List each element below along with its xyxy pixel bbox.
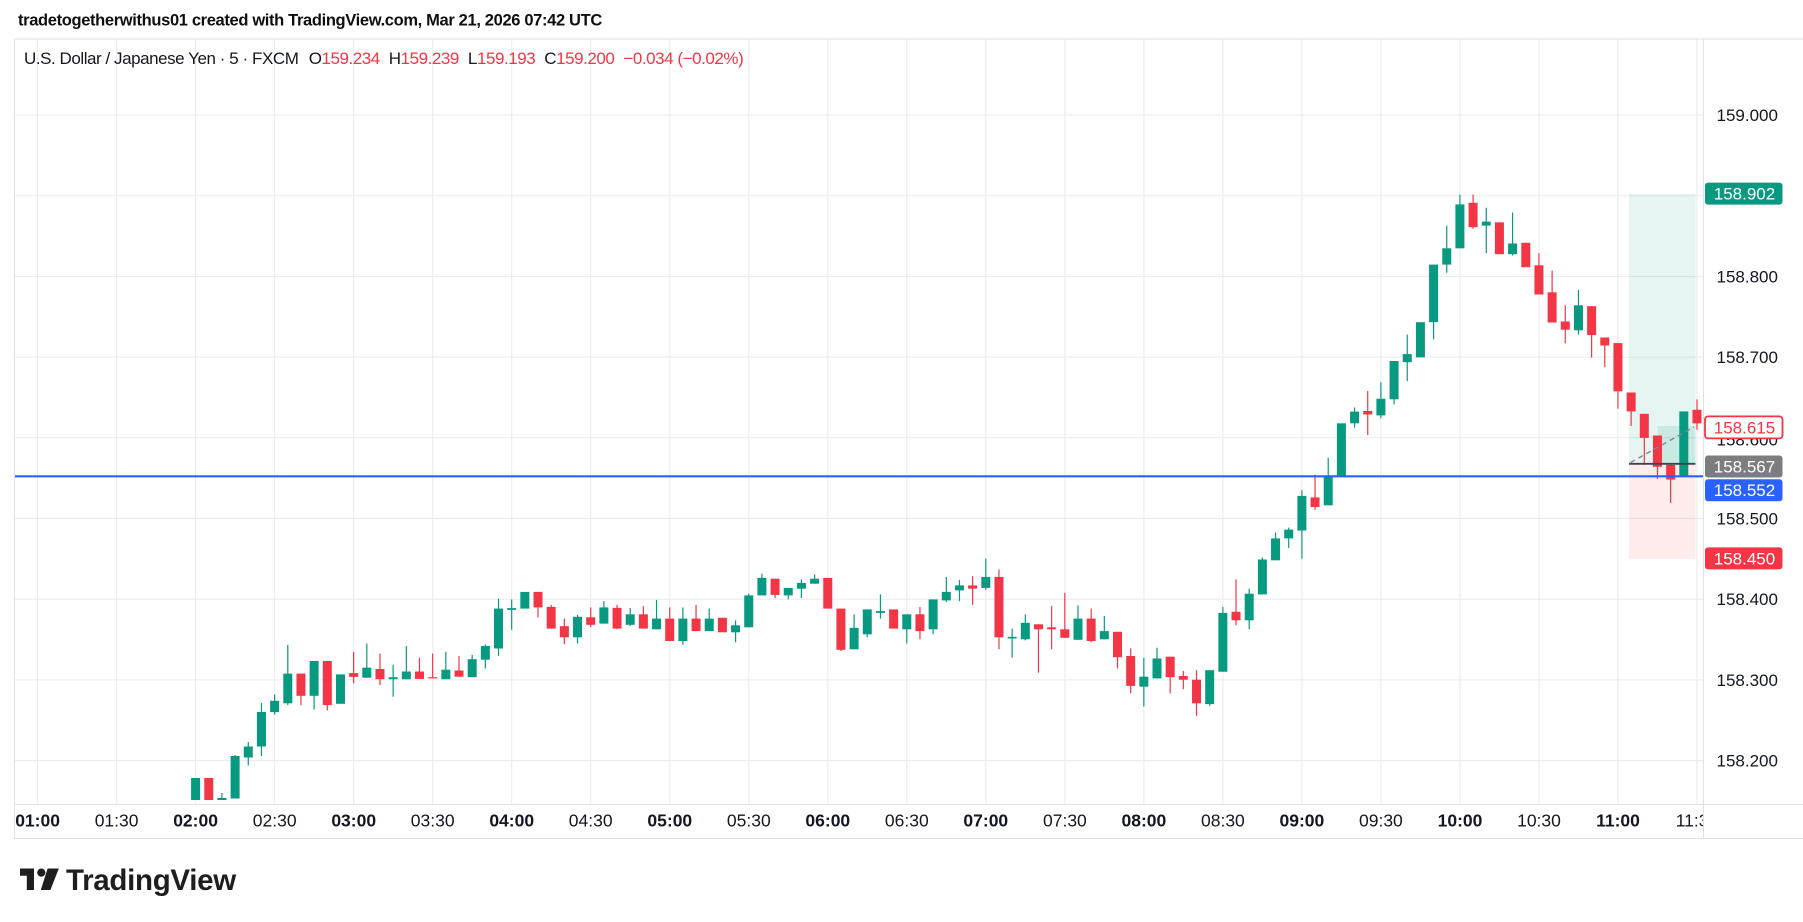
- svg-text:158.615: 158.615: [1714, 418, 1775, 437]
- svg-text:158.300: 158.300: [1717, 671, 1778, 690]
- svg-text:10:30: 10:30: [1517, 811, 1561, 831]
- svg-text:02:30: 02:30: [253, 811, 297, 831]
- svg-text:04:00: 04:00: [489, 811, 534, 831]
- svg-text:04:30: 04:30: [569, 811, 613, 831]
- svg-text:03:30: 03:30: [411, 811, 455, 831]
- svg-text:03:00: 03:00: [331, 811, 376, 831]
- svg-text:08:30: 08:30: [1201, 811, 1245, 831]
- svg-text:158.902: 158.902: [1714, 185, 1775, 204]
- svg-text:09:30: 09:30: [1359, 811, 1403, 831]
- svg-text:158.700: 158.700: [1717, 348, 1778, 367]
- svg-text:11:00: 11:00: [1596, 811, 1640, 831]
- svg-text:11:30: 11:30: [1676, 811, 1719, 831]
- svg-text:158.500: 158.500: [1717, 510, 1778, 529]
- svg-text:159.000: 159.000: [1717, 106, 1778, 125]
- svg-text:01:30: 01:30: [95, 811, 139, 831]
- svg-text:05:00: 05:00: [647, 811, 692, 831]
- svg-text:06:30: 06:30: [885, 811, 929, 831]
- svg-text:02:00: 02:00: [173, 811, 218, 831]
- svg-text:09:00: 09:00: [1280, 811, 1325, 831]
- svg-text:TradingView: TradingView: [66, 864, 236, 897]
- svg-text:08:00: 08:00: [1122, 811, 1167, 831]
- svg-text:01:00: 01:00: [15, 811, 60, 831]
- svg-text:158.450: 158.450: [1714, 549, 1775, 568]
- svg-text:158.800: 158.800: [1717, 267, 1778, 286]
- svg-text:06:00: 06:00: [805, 811, 850, 831]
- svg-text:10:00: 10:00: [1438, 811, 1483, 831]
- svg-text:158.552: 158.552: [1714, 481, 1775, 500]
- svg-text:tradetogetherwithus01 created: tradetogetherwithus01 created with Tradi…: [18, 12, 602, 30]
- svg-text:07:00: 07:00: [963, 811, 1008, 831]
- svg-text:158.567: 158.567: [1714, 458, 1775, 477]
- svg-text:158.400: 158.400: [1717, 590, 1778, 609]
- svg-text:07:30: 07:30: [1043, 811, 1087, 831]
- svg-text:05:30: 05:30: [727, 811, 771, 831]
- svg-text:158.200: 158.200: [1717, 752, 1778, 771]
